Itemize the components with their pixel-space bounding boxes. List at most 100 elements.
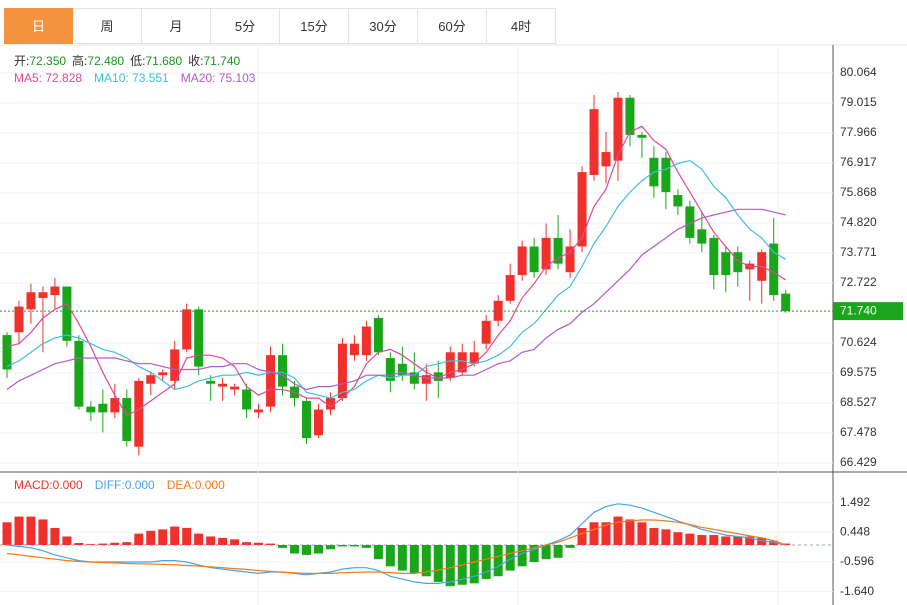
period-tab[interactable]: 5分: [211, 8, 280, 44]
macd-bar: [266, 543, 276, 545]
ohlc-name: 收:: [188, 54, 203, 68]
ohlc-name: 高:: [72, 53, 87, 68]
candle-body: [349, 343, 359, 356]
macd-bar: [254, 542, 264, 545]
macd-bar: [661, 529, 671, 545]
candle-body: [493, 300, 503, 321]
macd-bar: [709, 535, 719, 545]
period-tabs: 日周月 5分 15分 30分 60分 4时: [4, 8, 556, 44]
ohlc-value: 72.480: [87, 54, 124, 68]
candle-body: [673, 194, 683, 207]
legend-entry: MA5: 72.828: [14, 71, 82, 85]
y-tick-label: 70.624: [840, 335, 877, 349]
macd-bar: [170, 526, 180, 545]
macd-bar: [721, 536, 731, 545]
y-tick-label: -0.596: [840, 554, 874, 568]
candle-body: [98, 403, 108, 413]
macd-bar: [433, 545, 443, 582]
legend-entry: MA10: 73.551: [94, 71, 169, 85]
candle-body: [254, 409, 264, 413]
macd-bar: [134, 533, 144, 545]
candle-body: [589, 109, 599, 175]
macd-bar: [2, 522, 12, 545]
macd-bar: [349, 545, 359, 547]
macd-bar: [110, 542, 120, 545]
candle-body: [481, 320, 491, 344]
macd-bar: [733, 536, 743, 545]
candle-body: [421, 375, 431, 384]
y-tick-label: 0.448: [840, 524, 870, 538]
candle-body: [218, 383, 228, 387]
candle-body: [721, 252, 731, 276]
ohlc-name: 低:: [130, 54, 145, 68]
macd-bar: [685, 533, 695, 545]
candle-body: [361, 326, 371, 356]
candle-body: [158, 372, 168, 376]
candle-body: [553, 237, 563, 264]
macd-bar: [757, 537, 767, 545]
indicator-line: [6, 503, 786, 585]
ohlc-info: 开:72.350 高:72.480 低:71.680 收:71.740: [14, 53, 241, 68]
candle-body: [769, 243, 779, 296]
candle-body: [74, 340, 84, 407]
macd-bar: [529, 545, 539, 563]
candle-body: [577, 172, 587, 247]
candle-body: [457, 352, 467, 373]
y-tick-label: -1.640: [840, 584, 874, 598]
period-tab[interactable]: 4时: [487, 8, 556, 44]
candle-body: [146, 375, 156, 384]
candle-body: [529, 246, 539, 273]
indicator-line: [6, 159, 787, 399]
y-tick-label: 1.492: [840, 495, 870, 509]
period-tab[interactable]: 15分: [280, 8, 349, 44]
macd-bar: [649, 527, 659, 545]
candle-body: [2, 335, 12, 370]
macd-bar: [553, 545, 563, 558]
period-tab[interactable]: 30分: [349, 8, 418, 44]
period-tab[interactable]: 60分: [418, 8, 487, 44]
macd-bar: [397, 545, 407, 571]
macd-bar: [373, 545, 383, 560]
macd-bar: [637, 522, 647, 545]
macd-bar: [313, 545, 323, 554]
macd-bar: [337, 545, 347, 547]
candle-body: [110, 398, 120, 413]
period-tab[interactable]: 日: [4, 8, 73, 44]
candle-body: [206, 380, 216, 384]
candle-body: [182, 309, 192, 350]
macd-bar: [673, 532, 683, 545]
last-price-box: [833, 302, 903, 321]
ohlc-value: 71.740: [203, 54, 240, 68]
macd-bar: [146, 530, 156, 545]
macd-bar: [769, 540, 779, 545]
y-tick-label: 74.820: [840, 215, 877, 229]
candle-body: [385, 358, 395, 381]
macd-bar: [745, 536, 755, 545]
macd-bar: [409, 545, 419, 574]
candle-body: [313, 409, 323, 436]
candle-body: [505, 275, 515, 301]
macd-bar: [290, 545, 300, 554]
candle-body: [86, 406, 96, 413]
macd-bar: [242, 542, 252, 545]
candle-body: [38, 292, 48, 298]
macd-bar: [74, 543, 84, 545]
y-tick-label: 75.868: [840, 185, 877, 199]
y-tick-label: 69.575: [840, 365, 877, 379]
macd-bar: [625, 519, 635, 545]
macd-bar: [26, 516, 36, 545]
ma-legend: MA5: 72.828 MA10: 73.551 MA20: 75.103: [14, 71, 256, 85]
period-tab[interactable]: 周: [73, 8, 142, 44]
period-tab[interactable]: 月: [142, 8, 211, 44]
candle-body: [14, 306, 24, 333]
legend-entry: DIFF:0.000: [95, 478, 155, 492]
macd-bar: [613, 516, 623, 545]
candle-body: [697, 229, 707, 244]
y-tick-label: 67.478: [840, 425, 877, 439]
indicator-line: [6, 125, 787, 416]
candle-body: [62, 286, 72, 341]
macd-bar: [541, 545, 551, 560]
y-tick-label: 77.966: [840, 125, 877, 139]
candle-body: [122, 398, 132, 441]
